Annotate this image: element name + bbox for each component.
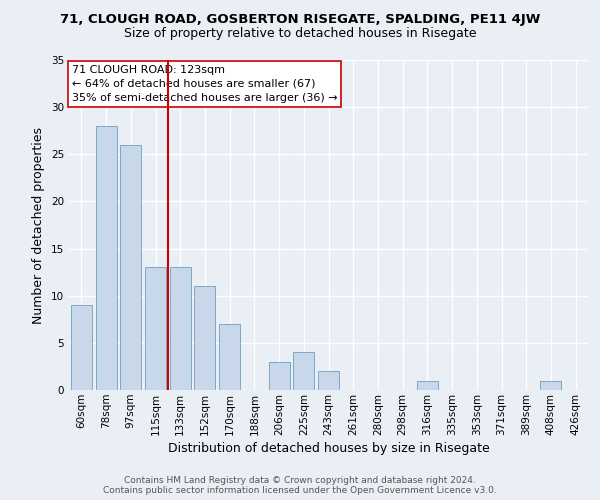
Bar — [95, 126, 116, 390]
Bar — [318, 371, 339, 390]
Bar — [417, 380, 438, 390]
Text: Contains HM Land Registry data © Crown copyright and database right 2024.
Contai: Contains HM Land Registry data © Crown c… — [103, 476, 497, 495]
Bar — [120, 145, 141, 390]
Bar — [170, 268, 191, 390]
Text: 71, CLOUGH ROAD, GOSBERTON RISEGATE, SPALDING, PE11 4JW: 71, CLOUGH ROAD, GOSBERTON RISEGATE, SPA… — [60, 12, 540, 26]
Text: Size of property relative to detached houses in Risegate: Size of property relative to detached ho… — [124, 28, 476, 40]
Bar — [71, 305, 92, 390]
Bar — [219, 324, 240, 390]
Bar — [145, 268, 166, 390]
Bar — [269, 362, 290, 390]
Text: 71 CLOUGH ROAD: 123sqm
← 64% of detached houses are smaller (67)
35% of semi-det: 71 CLOUGH ROAD: 123sqm ← 64% of detached… — [71, 65, 337, 103]
Bar — [293, 352, 314, 390]
Bar — [194, 286, 215, 390]
Bar — [541, 380, 562, 390]
Y-axis label: Number of detached properties: Number of detached properties — [32, 126, 46, 324]
X-axis label: Distribution of detached houses by size in Risegate: Distribution of detached houses by size … — [167, 442, 490, 455]
